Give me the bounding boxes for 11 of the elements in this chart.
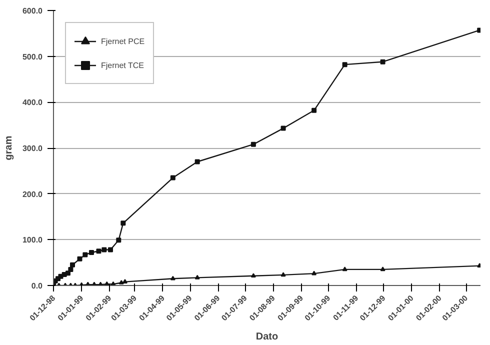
y-axis-title: gram: [3, 136, 14, 160]
y-tick-label: 300.0: [22, 144, 44, 153]
y-tick-label: 200.0: [22, 190, 44, 199]
legend-label: Fjernet TCE: [101, 60, 144, 70]
y-tick-label: 600.0: [22, 6, 44, 16]
x-axis-title: Dato: [256, 331, 278, 342]
y-tick-label: 500.0: [22, 52, 44, 62]
y-tick-label: 100.0: [22, 236, 44, 245]
legend-label: Fjernet PCE: [101, 36, 145, 46]
y-tick-label: 400.0: [22, 98, 44, 108]
y-tick-label: 0.0: [31, 282, 44, 290]
